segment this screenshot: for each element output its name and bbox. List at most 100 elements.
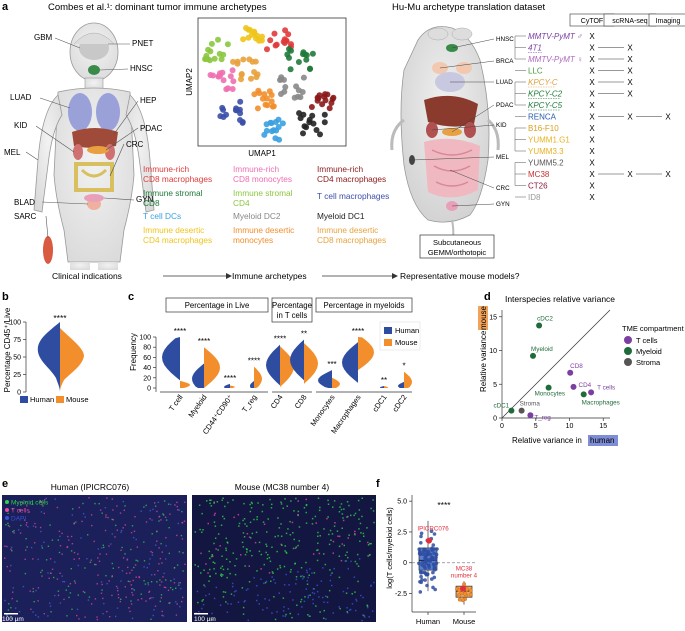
micro-speck — [165, 579, 167, 581]
panel-b-ytick-label: 0 — [17, 390, 21, 397]
column-header-box — [648, 13, 685, 27]
panel-f-human-point — [430, 577, 434, 581]
micro-speck — [274, 535, 276, 538]
panel-d-xlabel: Relative variance in — [512, 436, 582, 445]
micro-speck — [40, 530, 42, 533]
micro-speck — [140, 593, 142, 595]
micro-speck — [348, 609, 351, 611]
micro-speck — [58, 530, 61, 532]
panel-d-ylabel-mouse: mouse — [479, 305, 488, 330]
micro-speck — [115, 615, 117, 618]
micro-speck — [81, 520, 83, 523]
micro-speck — [285, 552, 288, 554]
micro-speck — [370, 542, 372, 545]
micro-speck — [371, 610, 374, 612]
panel-d-title: Interspecies relative variance — [505, 294, 615, 304]
micro-speck — [347, 515, 349, 518]
micro-speck — [338, 535, 341, 538]
panel-b-legend-mouse-swatch — [56, 396, 64, 403]
panel-c-group-title: Percentage — [272, 301, 312, 310]
micro-speck — [287, 608, 290, 610]
micro-speck — [13, 532, 15, 534]
micro-speck — [225, 601, 227, 603]
micro-speck — [88, 596, 91, 598]
model-mark: X — [627, 113, 633, 122]
model-mark: X — [589, 113, 595, 122]
umap-point — [215, 73, 222, 80]
micro-speck — [242, 519, 244, 522]
umap-point — [275, 116, 282, 123]
micro-speck — [306, 580, 309, 582]
micro-speck — [242, 532, 245, 534]
micro-speck — [281, 544, 283, 546]
micro-speck — [28, 511, 30, 513]
micro-speck — [319, 611, 321, 613]
umap-x-label: UMAP1 — [248, 149, 276, 158]
micro-speck — [213, 521, 216, 523]
micro-speck — [150, 618, 152, 620]
umap-point — [317, 131, 323, 138]
micro-speck — [342, 519, 345, 522]
model-name: MC38 — [528, 170, 550, 179]
micro-speck — [56, 506, 59, 509]
micro-speck — [105, 575, 107, 577]
micro-speck — [359, 540, 361, 542]
micro-speck — [220, 573, 222, 575]
umap-point — [321, 111, 328, 118]
micro-speck — [360, 594, 362, 597]
organ-label-mel: MEL — [4, 148, 21, 157]
micro-speck — [184, 563, 186, 565]
panel-c-significance: ** — [381, 376, 387, 385]
panel-f-human-point — [433, 587, 438, 592]
micro-speck — [250, 507, 253, 509]
micro-speck — [48, 577, 50, 579]
micro-speck — [364, 616, 366, 618]
panel-c-legend-mouse-swatch — [384, 339, 392, 346]
umap-point — [286, 46, 292, 52]
micro-speck — [126, 558, 129, 560]
micro-speck — [181, 521, 184, 524]
micro-speck — [124, 505, 126, 507]
micro-speck — [197, 565, 199, 568]
micro-speck — [305, 511, 307, 514]
micro-speck — [297, 571, 299, 573]
archetype-label: Myeloid DC1 — [317, 211, 365, 221]
micro-speck — [19, 510, 21, 512]
micro-speck — [354, 560, 357, 563]
micro-speck — [15, 607, 17, 609]
micro-speck — [359, 522, 362, 525]
umap-point — [211, 55, 218, 62]
micro-speck — [58, 551, 61, 554]
micro-speck — [289, 612, 291, 615]
micro-speck — [4, 557, 6, 559]
panel-f-ytick-label: 5.0 — [397, 499, 407, 506]
micro-speck — [318, 509, 321, 512]
model-name: ID8 — [528, 193, 541, 202]
micro-speck — [211, 554, 213, 556]
panel-c-mouse-violin — [180, 380, 190, 388]
micro-speck — [229, 572, 231, 575]
micro-speck — [120, 580, 122, 582]
micro-speck — [117, 597, 120, 599]
micro-speck — [326, 601, 329, 604]
micro-speck — [341, 513, 344, 515]
micro-speck — [86, 558, 88, 560]
micro-speck — [50, 572, 52, 574]
organ-label-pnet: PNET — [132, 39, 153, 48]
subcutaneous-box: Subcutaneous GEMM/orthotopic — [419, 234, 495, 259]
micro-speck — [256, 599, 258, 602]
micro-speck — [328, 543, 331, 546]
micro-speck — [47, 572, 49, 574]
micro-speck — [302, 577, 304, 580]
panel-f-human-point — [432, 551, 436, 556]
micro-speck — [132, 536, 135, 539]
micro-speck — [271, 503, 273, 506]
panel-d-point-label: cDC2 — [537, 316, 553, 323]
micro-speck — [4, 545, 6, 547]
micro-speck — [111, 518, 113, 521]
archetype-label: CD4 — [233, 198, 250, 208]
micro-speck — [289, 591, 291, 593]
micro-speck — [213, 568, 215, 570]
micro-speck — [250, 501, 253, 504]
mouse-site-label: MEL — [496, 154, 509, 161]
